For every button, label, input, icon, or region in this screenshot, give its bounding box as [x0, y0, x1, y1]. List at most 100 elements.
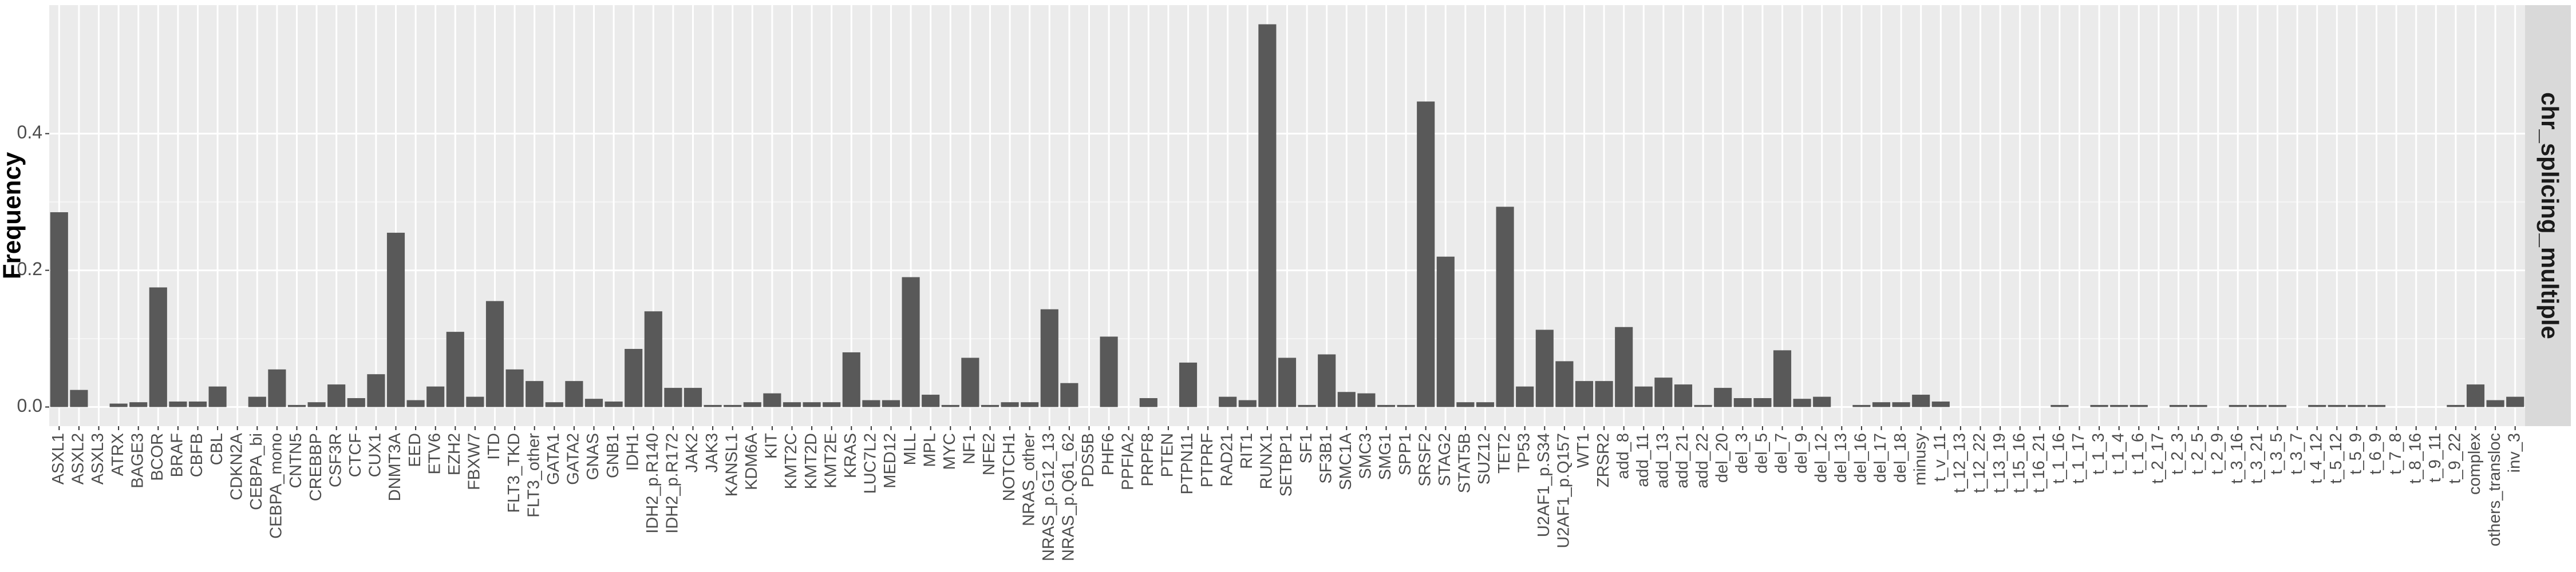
bar — [1456, 402, 1475, 407]
x-tick-label: FLT3_other — [524, 433, 543, 518]
bar — [1377, 404, 1396, 407]
x-tick-label: del_7 — [1772, 433, 1791, 474]
x-tick-label: MPL — [920, 433, 939, 467]
bar — [347, 398, 365, 407]
bar — [2229, 404, 2247, 407]
x-tick-label: GNAS — [584, 433, 602, 480]
x-tick-label: t_2_3 — [2168, 433, 2187, 475]
x-tick-label: SMC1A — [1337, 432, 1355, 490]
x-tick-label: t_3_5 — [2267, 433, 2286, 475]
x-tick-label: SMC3 — [1357, 433, 1375, 479]
bar — [2268, 404, 2287, 407]
x-tick-label: SMG1 — [1376, 433, 1394, 480]
bar — [644, 311, 662, 407]
x-tick-label: CREBBP — [307, 433, 325, 501]
x-tick-label: U2AF1_p.S34 — [1535, 433, 1553, 537]
x-tick-label: t_3_16 — [2228, 433, 2246, 484]
x-tick-label: add_21 — [1673, 433, 1692, 488]
bar — [1654, 378, 1673, 407]
bar — [2090, 404, 2108, 407]
bar — [1634, 386, 1653, 407]
bar — [724, 404, 742, 407]
bar — [2348, 404, 2366, 407]
x-tick-label: SPP1 — [1396, 433, 1415, 475]
x-tick-label: del_13 — [1832, 433, 1850, 483]
x-tick-label: others_transloc — [2486, 433, 2504, 546]
x-tick-label: CBL — [208, 433, 226, 465]
x-tick-label: PTPN11 — [1178, 433, 1196, 494]
x-tick-label: NRAS_other — [1020, 433, 1038, 526]
x-tick-label: add_8 — [1614, 433, 1632, 479]
x-tick-label: t_15_16 — [2010, 433, 2028, 493]
x-tick-label: t_2_17 — [2149, 433, 2167, 484]
x-tick-label: CTCF — [346, 433, 365, 477]
bar — [961, 357, 979, 407]
x-tick-label: WT1 — [1574, 433, 1593, 468]
x-tick-label: t_13_19 — [1990, 433, 2009, 493]
x-tick-label: CEBPA_mono — [267, 433, 286, 539]
x-tick-label: t_v_11 — [1931, 433, 1949, 482]
x-tick-label: KMT2D — [802, 433, 820, 489]
bar — [1397, 404, 1415, 407]
bar — [842, 352, 860, 407]
bar — [2169, 404, 2188, 407]
bar — [1021, 402, 1039, 407]
bar — [1318, 354, 1336, 407]
x-tick-label: t_1_6 — [2129, 433, 2147, 475]
x-tick-label: BRAF — [168, 433, 187, 477]
bar — [1496, 206, 1514, 407]
x-tick-label: NFE2 — [980, 433, 998, 475]
x-tick-label: FLT3_TKD — [505, 433, 523, 513]
x-tick-label: IDH1 — [623, 433, 642, 471]
x-tick-label: MYC — [941, 433, 959, 470]
x-tick-label: GATA1 — [544, 433, 563, 485]
x-tick-label: t_1_16 — [2050, 433, 2068, 484]
x-tick-label: CNTN5 — [287, 433, 305, 488]
bar — [2129, 404, 2148, 407]
x-tick-label: CUX1 — [366, 433, 385, 477]
bar — [922, 395, 940, 407]
x-tick-label: KMT2E — [821, 433, 840, 488]
bar — [1476, 402, 1495, 407]
bar — [2367, 404, 2386, 407]
x-tick-label: EZH2 — [445, 433, 464, 475]
x-tick-label: NRAS_p.Q61_62 — [1060, 433, 1078, 561]
y-tick-label: 0.2 — [17, 259, 42, 279]
bar — [862, 400, 880, 407]
bar — [584, 399, 603, 407]
bar — [149, 287, 167, 407]
bar — [268, 369, 286, 407]
x-tick-label: BCOR — [148, 433, 167, 481]
bar — [2110, 404, 2128, 407]
bar — [2486, 400, 2504, 407]
bar — [545, 402, 563, 407]
x-tick-label: ATRX — [109, 433, 127, 476]
bar — [2308, 404, 2326, 407]
x-tick-label: ZRSR2 — [1594, 433, 1613, 487]
x-tick-label: t_2_5 — [2188, 433, 2207, 475]
bar — [1139, 398, 1157, 407]
x-tick-label: PTPRF — [1198, 433, 1216, 487]
bar — [188, 401, 207, 407]
bar — [1238, 400, 1257, 407]
x-tick-label: JAK3 — [703, 433, 721, 472]
x-tick-label: t_2_9 — [2208, 433, 2226, 475]
bar — [1278, 357, 1297, 407]
bar — [526, 381, 544, 407]
bar — [1516, 386, 1534, 407]
bar — [1357, 393, 1376, 407]
bar — [1535, 329, 1554, 407]
x-tick-label: PPFIA2 — [1119, 433, 1137, 490]
bar — [1813, 396, 1831, 407]
bar — [882, 400, 900, 407]
bar — [1595, 381, 1613, 407]
bar — [981, 404, 999, 407]
bar — [2249, 404, 2267, 407]
x-tick-label: STAT5B — [1456, 433, 1474, 493]
x-tick-label: SUZ12 — [1475, 433, 1494, 484]
bar — [1852, 404, 1871, 407]
x-tick-label: U2AF1_p.Q157 — [1555, 433, 1573, 549]
x-tick-label: t_5_9 — [2347, 433, 2365, 475]
bar — [2447, 404, 2465, 407]
bar — [941, 404, 959, 407]
